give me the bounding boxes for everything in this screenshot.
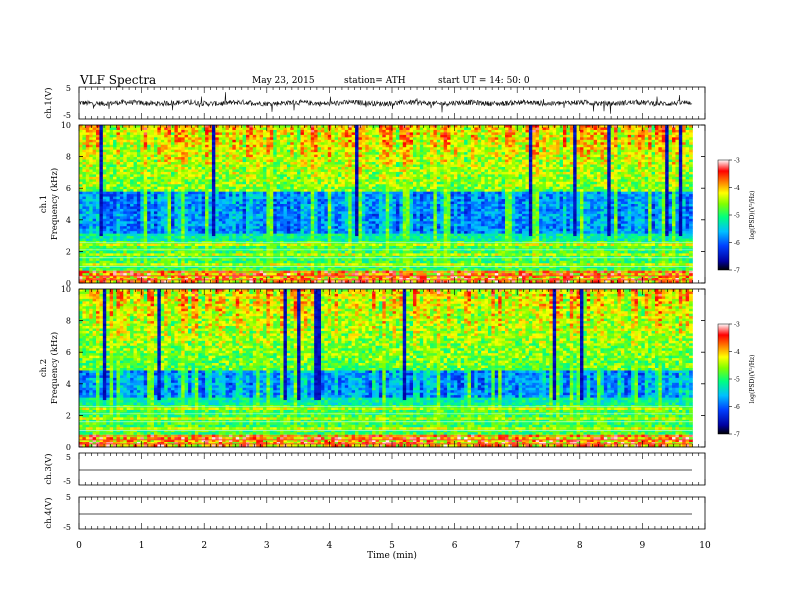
cb2-tick--5: -5 (734, 377, 740, 384)
ch1-waveform-panel: 5 -5 ch.1(V) (43, 84, 705, 120)
cb2-tick--3: -3 (734, 322, 740, 329)
time-tick-2: 2 (201, 541, 207, 551)
cb2-tick--6: -6 (734, 404, 740, 411)
ch4-ytick-bottom: -5 (63, 523, 71, 532)
cb1-tick--6: -6 (734, 240, 740, 247)
spec2Ticks-label-8: 8 (66, 317, 71, 326)
ch3-waveform-ylabel: ch.3(V) (43, 453, 54, 484)
time-axis-label: Time (min) (367, 550, 417, 561)
ch1-waveform-ylabel: ch.1(V) (43, 87, 54, 118)
time-tick-4: 4 (327, 541, 333, 551)
spec1Ticks-label-2: 2 (66, 247, 71, 256)
time-tick-5: 5 (389, 541, 395, 551)
spec1Ticks-label-6: 6 (66, 184, 71, 193)
time-tick-6: 6 (452, 541, 458, 551)
spec1Ticks-label-4: 4 (66, 216, 71, 225)
ch3-ytick-bottom: -5 (63, 477, 71, 486)
time-axis-tick-labels: 0 1 2 3 4 5 6 7 8 9 10 (76, 541, 711, 551)
cb1-tick--4: -4 (734, 185, 740, 192)
spec2Ticks-label-6: 6 (66, 348, 71, 357)
ch1-ytick-top: 5 (66, 84, 71, 93)
ch2-spectrogram-image (79, 289, 693, 447)
ch2-frequency-ylabel: Frequency (kHz) (49, 332, 60, 404)
time-tick-8: 8 (577, 541, 583, 551)
ch1-colorbar: -3 -4 -5 -6 -7 log(PSD)(V²/Hz) (718, 158, 756, 275)
cb1-gradient (718, 160, 729, 270)
ch4-waveform-ylabel: ch.4(V) (43, 497, 54, 528)
spec2Ticks-label-0: 0 (66, 443, 71, 452)
spec2Ticks-label-10: 10 (61, 285, 71, 294)
time-tick-7: 7 (514, 541, 520, 551)
station-label: station= ATH (344, 76, 406, 86)
spec1Ticks-label-8: 8 (66, 153, 71, 162)
ch2-channel-label: ch.2 (39, 359, 49, 377)
ch1-frequency-ylabel: Frequency (kHz) (49, 168, 60, 240)
cb1-tick--5: -5 (734, 213, 740, 220)
start-time-label: start UT = 14: 50: 0 (438, 76, 530, 86)
ch4-waveform-panel: 5 -5 ch.4(V) (43, 493, 705, 532)
cb1-label: log(PSD)(V²/Hz) (749, 191, 756, 240)
ch1-spectrogram-image (79, 125, 693, 283)
time-tick-1: 1 (139, 541, 145, 551)
ch2-spectrogram-panel: 0 2 4 6 8 10 ch.2 Frequency (kHz) -3 -4 -5 -6 -7 l… (39, 285, 756, 452)
time-tick-3: 3 (264, 541, 270, 551)
cb1-tick--7: -7 (734, 268, 740, 275)
figure-title: VLF Spectra (79, 73, 156, 87)
time-tick-10: 10 (699, 541, 711, 551)
ch3-waveform-panel: 5 -5 ch.3(V) (43, 453, 705, 486)
cb2-tick--7: -7 (734, 432, 740, 439)
ch3-ytick-top: 5 (66, 453, 71, 462)
spec1Ticks-label-10: 10 (61, 121, 71, 130)
ch2-colorbar: -3 -4 -5 -6 -7 log(PSD)(V²/Hz) (718, 322, 756, 439)
ch1-ytick-bottom: -5 (63, 111, 71, 120)
date-label: May 23, 2015 (252, 76, 315, 86)
cb2-gradient (718, 324, 729, 434)
time-tick-9: 9 (640, 541, 646, 551)
cb2-tick--4: -4 (734, 349, 740, 356)
cb1-tick--3: -3 (734, 158, 740, 165)
ch4-ytick-top: 5 (66, 493, 71, 502)
ch1-waveform-trace (79, 92, 692, 114)
time-tick-0: 0 (76, 541, 82, 551)
cb2-label: log(PSD)(V²/Hz) (749, 355, 756, 404)
spec2Ticks-label-4: 4 (66, 380, 71, 389)
ch1-channel-label: ch.1 (39, 195, 49, 213)
spec2Ticks-label-2: 2 (66, 411, 71, 420)
